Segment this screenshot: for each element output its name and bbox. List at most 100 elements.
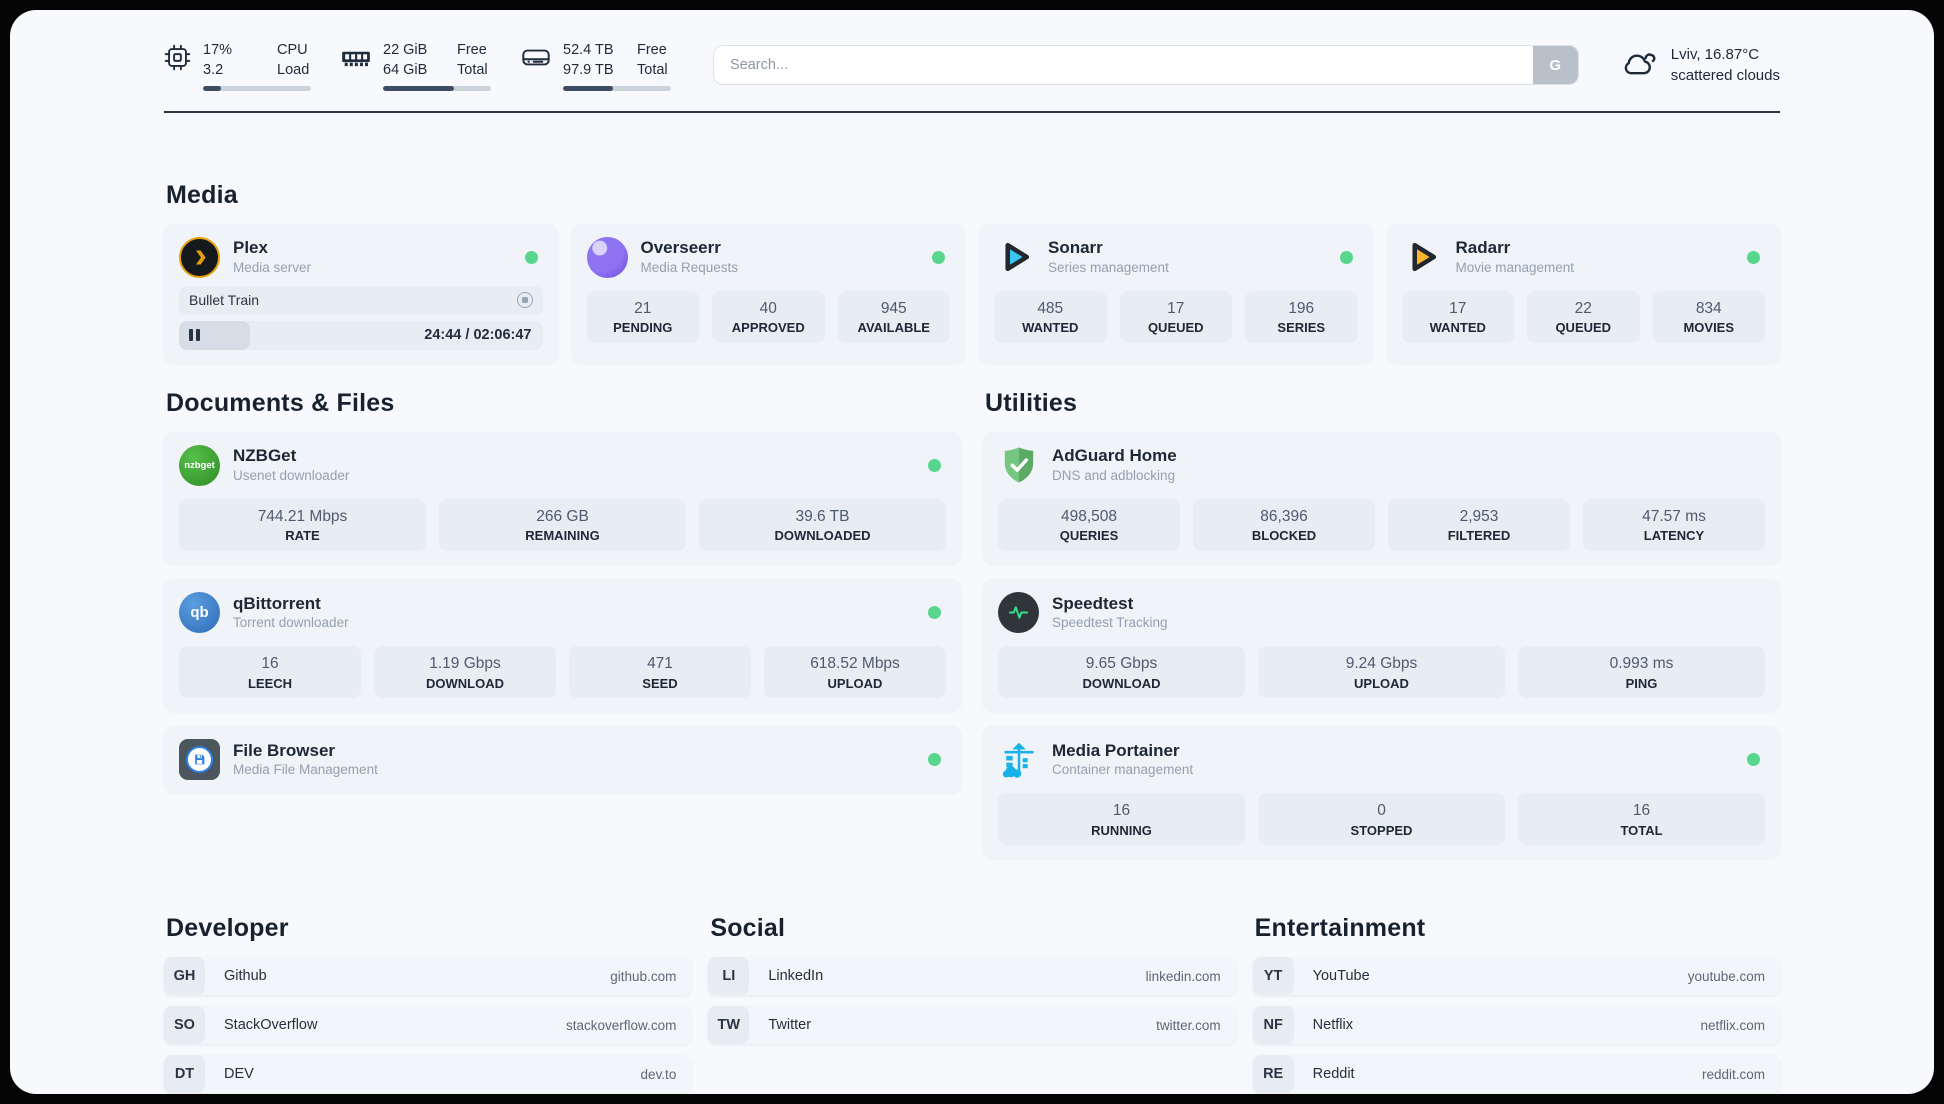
- bookmark-stackoverflow[interactable]: SO StackOverflow stackoverflow.com: [164, 1006, 692, 1045]
- bookmark-name: Github: [224, 968, 267, 985]
- overseerr-icon: [586, 236, 628, 278]
- bookmark-twitter[interactable]: TW Twitter twitter.com: [708, 1006, 1236, 1045]
- section-developer: Developer GH Github github.com SO StackO…: [164, 914, 692, 1094]
- app-subtitle: Series management: [1048, 259, 1169, 275]
- memory-total-label: Total: [457, 62, 488, 79]
- bookmark-badge: SO: [164, 1006, 205, 1045]
- app-card-radarr[interactable]: Radarr Movie management 17 WANTED 22 QUE…: [1386, 223, 1780, 363]
- stat-box: 2,953 FILTERED: [1388, 498, 1570, 551]
- app-subtitle: Container management: [1052, 762, 1194, 778]
- app-subtitle: DNS and adblocking: [1052, 467, 1176, 483]
- bookmark-name: DEV: [224, 1066, 254, 1083]
- app-card-adguard[interactable]: AdGuard Home DNS and adblocking 498,508 …: [983, 431, 1780, 564]
- radarr-icon: [1402, 237, 1443, 278]
- utilities-section-title: Utilities: [985, 388, 1078, 417]
- bookmark-reddit[interactable]: RE Reddit reddit.com: [1252, 1055, 1780, 1094]
- cpu-progress-bar: [203, 85, 311, 91]
- memory-free-label: Free: [457, 42, 487, 58]
- app-card-speedtest[interactable]: Speedtest Speedtest Tracking 9.65 Gbps D…: [983, 578, 1780, 712]
- stat-box: 618.52 Mbps UPLOAD: [764, 645, 946, 699]
- app-name: File Browser: [233, 740, 336, 760]
- storage-total-value: 97.9 TB: [563, 62, 614, 79]
- bookmark-url: github.com: [610, 968, 677, 984]
- app-subtitle: Speedtest Tracking: [1052, 614, 1168, 630]
- stat-box: 9.24 Gbps UPLOAD: [1258, 645, 1505, 699]
- status-online-dot: [1339, 250, 1353, 264]
- app-name: Speedtest: [1052, 593, 1134, 613]
- now-playing-row: Bullet Train: [179, 285, 543, 315]
- memory-total-value: 64 GiB: [383, 62, 428, 79]
- bookmark-name: YouTube: [1312, 968, 1370, 985]
- storage-progress-bar: [563, 85, 671, 91]
- playback-time: 24:44 / 02:06:47: [424, 327, 532, 344]
- bookmark-badge: NF: [1252, 1006, 1294, 1045]
- app-card-plex[interactable]: Plex Media server Bullet Train 24:44 / 0…: [164, 223, 558, 363]
- stat-box: 16 LEECH: [179, 645, 361, 699]
- section-social: Social LI LinkedIn linkedin.com TW Twitt…: [708, 914, 1236, 1055]
- cpu-usage-label: CPU: [277, 42, 308, 58]
- app-card-portainer[interactable]: Media Portainer Container management 16 …: [983, 726, 1780, 859]
- bookmark-url: netflix.com: [1700, 1017, 1765, 1033]
- bookmark-badge: TW: [708, 1006, 750, 1045]
- developer-section-title: Developer: [166, 914, 289, 943]
- app-name: NZBGet: [233, 446, 297, 466]
- app-name: Sonarr: [1048, 238, 1103, 258]
- portainer-icon: [998, 739, 1039, 780]
- pause-icon[interactable]: [189, 329, 200, 342]
- system-stats: 17% 3.2 CPU Load: [164, 40, 671, 91]
- search-engine-button[interactable]: G: [1532, 46, 1578, 85]
- dashboard-panel: 17% 3.2 CPU Load: [10, 10, 1934, 1094]
- app-name: AdGuard Home: [1052, 446, 1177, 466]
- weather-widget: Lviv, 16.87°C scattered clouds: [1621, 44, 1780, 88]
- bookmark-name: StackOverflow: [224, 1017, 318, 1034]
- status-online-dot: [928, 753, 941, 767]
- app-subtitle: Media Requests: [640, 259, 739, 275]
- memory-progress-bar: [383, 85, 491, 91]
- app-subtitle: Usenet downloader: [233, 467, 350, 483]
- bookmark-url: dev.to: [640, 1066, 677, 1082]
- app-subtitle: Torrent downloader: [233, 614, 349, 630]
- bookmark-name: Twitter: [768, 1017, 812, 1034]
- cpu-progress-fill: [203, 85, 222, 91]
- section-utilities: Utilities: [983, 389, 1780, 859]
- stat-box: 266 GB REMAINING: [439, 498, 686, 551]
- bookmark-linkedin[interactable]: LI LinkedIn linkedin.com: [708, 957, 1236, 996]
- weather-condition: scattered clouds: [1670, 67, 1780, 85]
- stat-box: 1.19 Gbps DOWNLOAD: [374, 645, 556, 699]
- status-online-dot: [928, 605, 941, 619]
- stop-session-icon[interactable]: [516, 292, 533, 309]
- status-online-dot: [928, 458, 941, 472]
- stat-box: 16 TOTAL: [1518, 793, 1765, 846]
- cloud-icon: [1621, 47, 1657, 83]
- app-subtitle: Media File Management: [233, 762, 378, 778]
- bookmark-badge: RE: [1252, 1055, 1294, 1094]
- social-section-title: Social: [710, 914, 786, 943]
- memory-free-value: 22 GiB: [383, 42, 428, 58]
- app-card-nzbget[interactable]: nzbget NZBGet Usenet downloader 744.21 M…: [164, 431, 961, 564]
- bookmark-youtube[interactable]: YT YouTube youtube.com: [1252, 957, 1780, 996]
- stat-box: 9.65 Gbps DOWNLOAD: [998, 645, 1245, 699]
- app-subtitle: Movie management: [1455, 259, 1575, 275]
- disk-icon: [521, 44, 551, 71]
- app-card-qbittorrent[interactable]: qb qBittorrent Torrent downloader 16 LEE…: [164, 578, 961, 712]
- bookmark-netflix[interactable]: NF Netflix netflix.com: [1252, 1006, 1780, 1045]
- app-card-sonarr[interactable]: Sonarr Series management 485 WANTED 17 Q…: [979, 223, 1373, 363]
- adguard-icon: [998, 445, 1039, 486]
- app-card-filebrowser[interactable]: File Browser Media File Management: [164, 726, 961, 794]
- stat-box: 47.57 ms LATENCY: [1583, 498, 1765, 551]
- app-card-overseerr[interactable]: Overseerr Media Requests 21 PENDING 40 A…: [571, 223, 965, 363]
- search-input[interactable]: [713, 45, 1579, 86]
- bookmark-github[interactable]: GH Github github.com: [164, 957, 692, 996]
- stat-box: 485 WANTED: [994, 290, 1107, 343]
- stat-box: 0.993 ms PING: [1518, 645, 1765, 699]
- bookmark-url: youtube.com: [1687, 968, 1765, 984]
- bookmark-url: reddit.com: [1701, 1066, 1765, 1082]
- bookmark-badge: LI: [708, 957, 750, 996]
- bookmark-badge: DT: [164, 1055, 205, 1094]
- storage-free-value: 52.4 TB: [563, 42, 614, 58]
- filebrowser-icon: [179, 739, 220, 781]
- bookmark-url: twitter.com: [1156, 1017, 1221, 1033]
- top-bar: 17% 3.2 CPU Load: [164, 40, 1780, 91]
- stat-box: 17 WANTED: [1401, 290, 1514, 343]
- bookmark-dev[interactable]: DT DEV dev.to: [164, 1055, 692, 1094]
